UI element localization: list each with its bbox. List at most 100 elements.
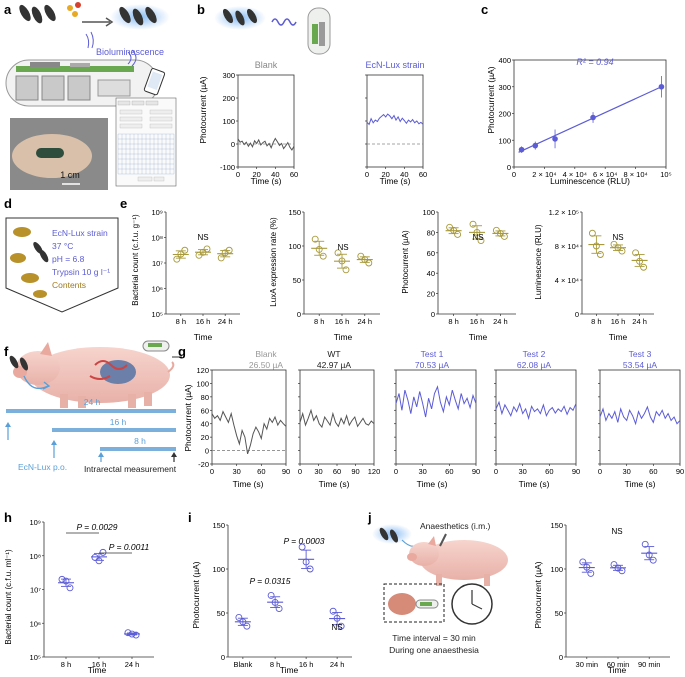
condition-trypsin: Trypsin 10 g l⁻¹: [52, 267, 110, 277]
panel-h-plot: 10⁹ 10⁸ 10⁷ 10⁶ 10⁵ 8 h 16 h 24 h: [29, 518, 154, 669]
data-point: [357, 252, 365, 260]
panel-c-plot: 0 100 200 300 400 0 2 × 10⁴ 4 × 10⁴ 6 × 10⁴ 8 × 1…: [498, 56, 671, 179]
y-tick-label: 10⁸: [29, 552, 41, 561]
app-button[interactable]: [117, 100, 131, 106]
y-tick-label: 10⁷: [152, 259, 163, 268]
condition-strain: EcN-Lux strain: [52, 228, 108, 238]
y-tick-label: 20: [427, 290, 435, 299]
data-point: [590, 114, 596, 121]
data-point: [640, 263, 648, 271]
app-button[interactable]: [131, 100, 145, 106]
data-point: [199, 248, 207, 256]
app-button[interactable]: [145, 100, 159, 106]
data-point: [614, 564, 622, 572]
x-tick-label: 24 h: [493, 317, 508, 326]
panel-g-xlabel-4: Time (s): [519, 479, 550, 489]
x-tick-label: 16 h: [299, 660, 314, 669]
x-tick-label: 24 h: [330, 660, 345, 669]
x-tick-label: 8 h: [314, 317, 324, 326]
panel-b-ylabel: Photocurrent (µA): [198, 76, 208, 143]
data-point: [454, 230, 462, 238]
x-tick-label: 0: [598, 467, 602, 476]
x-tick-label: 60: [649, 467, 657, 476]
x-tick-label: 60 min: [607, 660, 630, 669]
y-tick-label: 80: [427, 228, 435, 237]
trace-test2-name: Test 2: [523, 349, 546, 359]
pig-illustration: [13, 340, 182, 408]
x-tick-label: 60: [545, 467, 553, 476]
data-point: [91, 553, 99, 561]
trace-test1-name: Test 1: [421, 349, 444, 359]
y-tick-label: 0: [297, 310, 301, 319]
panel-g-test1-plot: 0 30 60 90: [394, 369, 480, 476]
x-tick-label: 8 h: [61, 660, 71, 669]
contents-illustration: [10, 227, 49, 298]
app-button[interactable]: [149, 123, 173, 129]
panel-e2-ns: NS: [337, 243, 348, 252]
data-point: [302, 558, 310, 566]
trace-test1-value: 70.53 µA: [415, 360, 450, 370]
condition-contents: Contents: [52, 280, 86, 290]
axis-frame: [237, 74, 295, 168]
panel-letter-a: a: [4, 2, 12, 17]
app-button[interactable]: [149, 109, 173, 115]
panel-i-ns: NS: [331, 623, 342, 632]
y-tick-label: 10⁹: [29, 518, 41, 527]
data-point: [203, 245, 211, 253]
y-tick-label: 150: [288, 208, 301, 217]
app-button[interactable]: [137, 176, 153, 182]
capsule-device-illustration: [5, 31, 159, 107]
data-point: [658, 83, 665, 90]
app-button[interactable]: [153, 176, 165, 182]
x-tick-label: 8 h: [448, 317, 458, 326]
data-point: [649, 556, 657, 564]
x-tick-label: 60: [419, 170, 427, 179]
y-tick-label: 100: [422, 208, 435, 217]
panel-g-xlabel-5: Time (s): [625, 479, 656, 489]
panel-e3-plot: 100 80 60 40 20 0 8 h 16 h 24 h: [422, 208, 516, 326]
data-point: [587, 569, 595, 577]
y-tick-label: 200: [222, 94, 235, 103]
y-tick-label: 40: [427, 269, 435, 278]
y-tick-label: 60: [201, 406, 209, 415]
trace-wt-value: 42.97 µA: [317, 360, 352, 370]
panel-e3-ylabel: Photocurrent (µA): [401, 230, 410, 294]
y-tick-label: 0: [221, 653, 225, 662]
panel-h: h Bacterial count (c.f.u. ml⁻¹) 10⁹10⁸10…: [4, 510, 154, 675]
x-tick-label: 90: [572, 467, 580, 476]
panel-g-test3-plot: 0 30 60 90: [598, 369, 684, 476]
data-point: [62, 577, 70, 585]
panel-i-p2: P = 0.0003: [283, 536, 324, 546]
app-button[interactable]: [119, 109, 143, 115]
y-tick-label: 10⁵: [152, 310, 163, 319]
panel-e1-plot: 10⁹ 10⁸ 10⁷ 10⁶ 10⁵ 8 h 16 h 24 h: [151, 208, 240, 326]
timeline-8h: 8 h: [134, 436, 146, 446]
axis-frame: [395, 369, 477, 465]
app-button[interactable]: [149, 116, 173, 122]
data-point: [239, 618, 247, 626]
data-point: [446, 223, 454, 231]
x-tick-label: 2 × 10⁴: [532, 170, 556, 179]
panel-j: j Anaesthetics (i.m.) Time interval = 30…: [367, 510, 670, 675]
panel-d: d EcN-Lux strain 37 °C pH = 6.8 Trypsin …: [4, 196, 119, 313]
y-tick-label: 100: [222, 117, 235, 126]
app-button[interactable]: [119, 116, 143, 122]
data-point: [596, 251, 604, 258]
trace-test2-value: 62.08 µA: [517, 360, 552, 370]
data-point: [95, 557, 103, 565]
fit-line: [518, 86, 662, 153]
panel-h-ylabel: Bacterial count (c.f.u. ml⁻¹): [4, 549, 13, 645]
panel-letter-c: c: [481, 2, 488, 17]
panel-b-blank-xlabel: Time (s): [251, 176, 282, 186]
x-tick-label: 0: [365, 170, 369, 179]
during-anaesthesia-label: During one anaesthesia: [389, 645, 479, 655]
data-point: [319, 252, 327, 260]
x-tick-label: 0: [494, 467, 498, 476]
y-tick-label: 100: [288, 242, 301, 251]
app-button[interactable]: [119, 123, 143, 129]
y-tick-label: -100: [220, 163, 235, 172]
photocurrent-trace: [599, 405, 681, 426]
panel-e1-ns: NS: [197, 233, 208, 242]
panel-letter-i: i: [188, 510, 192, 525]
